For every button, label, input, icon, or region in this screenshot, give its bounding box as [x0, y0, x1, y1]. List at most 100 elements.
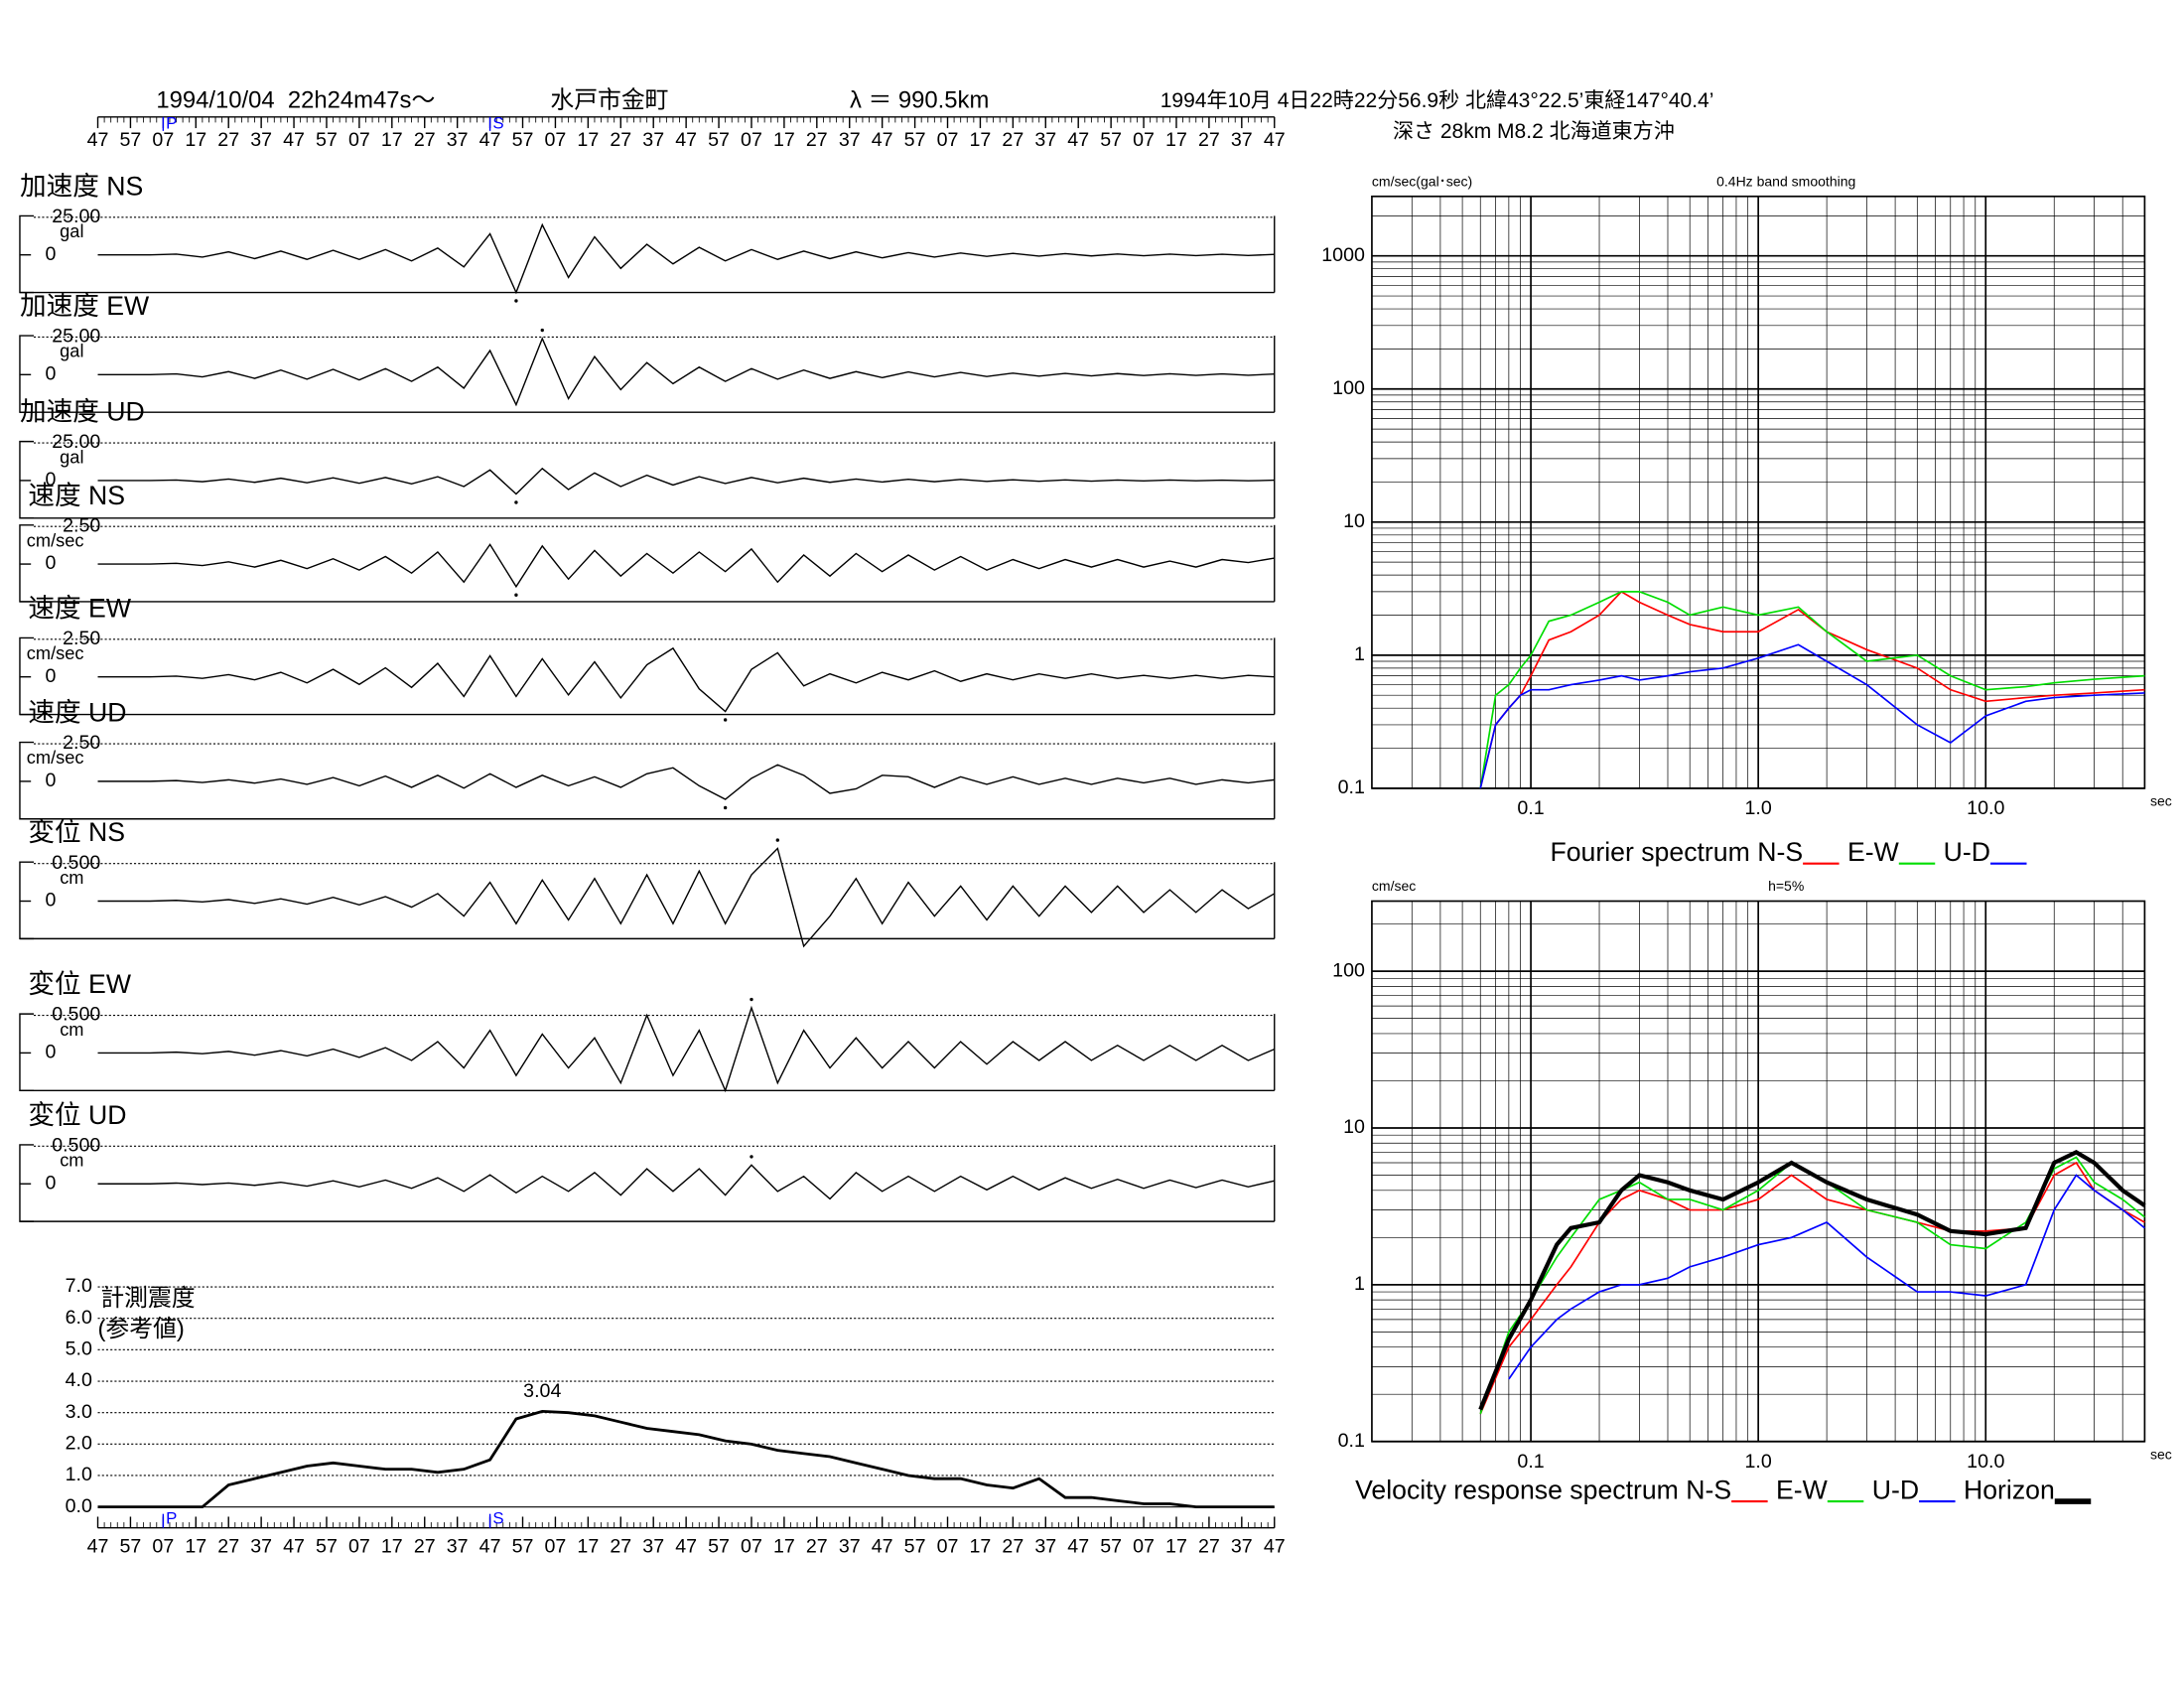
header-event: 1994年10月 4日22時22分56.9秒 北緯43°22.5’東経147°4…: [1160, 89, 1714, 112]
x-tick-label: 27: [1198, 129, 1220, 151]
x-tick-label: 47: [1067, 129, 1089, 151]
x-tick-label: 57: [512, 129, 534, 151]
y-tick-label: 0: [46, 890, 57, 912]
x-tick-label: 07: [152, 1536, 174, 1558]
x-tick-label: 47: [1264, 1536, 1286, 1558]
y-tick-label: 0.0: [66, 1495, 92, 1517]
x-tick-label: 17: [577, 129, 599, 151]
x-tick-label: 17: [970, 1536, 992, 1558]
unit-label: cm: [60, 1019, 83, 1040]
x-tick-label: 07: [348, 129, 370, 151]
y-tick-label: 2.50: [63, 628, 100, 649]
trace-label: 速度 UD: [28, 698, 126, 728]
trace-label: 加速度 UD: [20, 397, 145, 427]
x-tick-label: 57: [120, 1536, 142, 1558]
waveform: [97, 337, 1275, 407]
x-tick-label: 47: [87, 129, 109, 151]
trace-label: 速度 NS: [28, 481, 125, 510]
x-tick-label: 37: [1034, 1536, 1056, 1558]
legend-label: U-D: [1944, 837, 1990, 867]
y-tick-label: 25.00: [52, 206, 100, 227]
peak-label: 3.04: [523, 1380, 561, 1402]
x-tick-label: 57: [512, 1536, 534, 1558]
x-tick-label: 27: [1002, 129, 1024, 151]
legend-label: E-W: [1847, 837, 1900, 867]
x-tick-label: 17: [381, 129, 403, 151]
waveform: [97, 764, 1275, 800]
x-tick-label: 07: [937, 1536, 959, 1558]
y-tick-label: 6.0: [66, 1307, 92, 1329]
y-tick-label: 0.500: [52, 1004, 100, 1026]
spectrum-line: [1479, 1156, 2145, 1415]
y-axis-label: cm/sec: [1372, 878, 1416, 894]
legend-title: Fourier spectrum: [1550, 837, 1757, 867]
unit-label: cm/sec: [27, 642, 84, 663]
y-tick-label: 10: [1343, 510, 1365, 532]
y-tick-label: 0: [46, 770, 57, 791]
x-tick-label: 47: [675, 129, 697, 151]
x-tick-label: 07: [152, 129, 174, 151]
y-axis-label: cm/sec(gal･sec): [1372, 173, 1472, 189]
spectrum-line: [1479, 590, 2145, 789]
y-tick-label: 1: [1354, 643, 1365, 665]
legend-label: E-W: [1776, 1475, 1829, 1504]
spectrum-line: [1479, 591, 2145, 789]
y-tick-label: 0: [46, 469, 57, 491]
trace-label: 変位 NS: [28, 817, 125, 847]
peak-dot: [723, 805, 728, 810]
legend-label: U-D: [1872, 1475, 1919, 1504]
x-tick-label: 57: [316, 1536, 338, 1558]
x-tick-label: 47: [283, 1536, 305, 1558]
x-tick-label: 37: [1231, 129, 1253, 151]
x-tick-label: 27: [806, 1536, 828, 1558]
x-tick-label: 07: [545, 1536, 567, 1558]
plot-title: 0.4Hz band smoothing: [1716, 173, 1855, 189]
y-tick-label: 1: [1354, 1273, 1365, 1295]
waveform: [97, 1005, 1276, 1093]
spectrum-line: [1479, 1161, 2145, 1415]
x-tick-label: 37: [250, 129, 272, 151]
unit-label: gal: [60, 341, 83, 361]
plot-title: h=5%: [1768, 878, 1804, 894]
y-tick-label: 0.500: [52, 1135, 100, 1157]
x-tick-label: 27: [217, 1536, 239, 1558]
y-tick-label: 3.0: [66, 1401, 92, 1423]
x-tick-label: 07: [1133, 1536, 1155, 1558]
x-tick-label: 37: [839, 129, 861, 151]
phase-label: P: [166, 1509, 177, 1528]
x-tick-label: 27: [610, 129, 631, 151]
x-tick-label: 07: [741, 129, 762, 151]
plot-frame: [1371, 195, 2146, 789]
x-tick-label: 57: [904, 129, 926, 151]
x-tick-label: 10.0: [1967, 797, 2004, 819]
trace-label: 変位 UD: [28, 1100, 126, 1130]
intensity-title: 計測震度: [100, 1285, 195, 1312]
x-tick-label: 17: [970, 129, 992, 151]
header-distance: λ ＝ 990.5km: [850, 87, 989, 114]
plot-frame: [1371, 900, 2146, 1443]
intensity-line: [97, 1409, 1275, 1509]
x-tick-label: 17: [1165, 1536, 1187, 1558]
legend-label: N-S: [1757, 837, 1803, 867]
y-tick-label: 100: [1332, 377, 1365, 399]
phase-label: S: [492, 113, 503, 132]
x-axis-label: sec: [2150, 793, 2172, 809]
x-tick-label: 07: [937, 129, 959, 151]
x-tick-label: 47: [675, 1536, 697, 1558]
x-tick-label: 1.0: [1745, 1451, 1772, 1473]
x-tick-label: 27: [414, 1536, 436, 1558]
peak-dot: [750, 997, 753, 1002]
x-tick-label: 57: [120, 129, 142, 151]
x-tick-label: 37: [250, 1536, 272, 1558]
y-tick-label: 2.50: [63, 732, 100, 754]
x-tick-label: 07: [741, 1536, 762, 1558]
header-datetime: 1994/10/04 22h24m47s〜: [156, 87, 435, 114]
y-tick-label: 25.00: [52, 431, 100, 453]
x-tick-label: 57: [1100, 129, 1122, 151]
y-tick-label: 1000: [1321, 244, 1365, 266]
y-tick-label: 0: [46, 362, 57, 384]
x-tick-label: 47: [872, 1536, 893, 1558]
peak-dot: [775, 838, 779, 842]
